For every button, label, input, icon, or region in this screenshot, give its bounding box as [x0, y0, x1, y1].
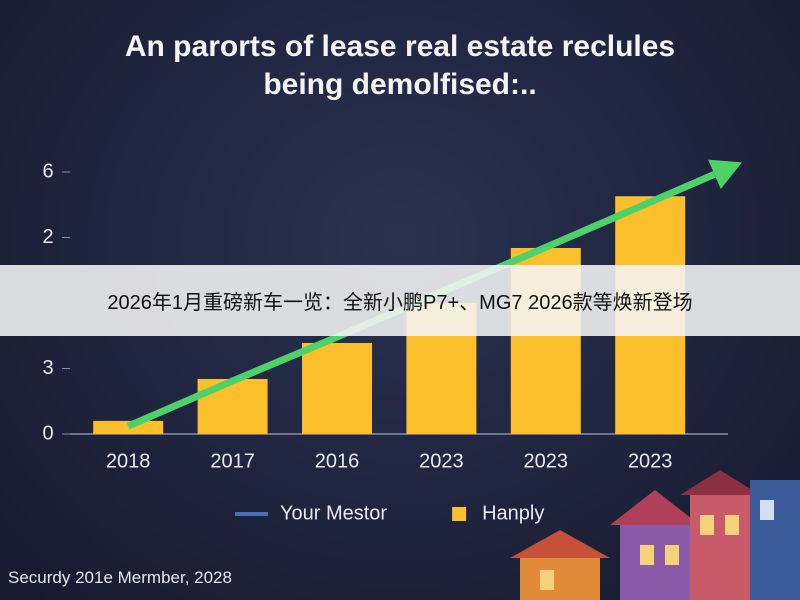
legend-swatch: [452, 507, 467, 521]
legend-label: Your Mestor: [280, 502, 387, 524]
x-tick-label: 2016: [315, 450, 360, 472]
chart-title: An parorts of lease real estate reclules…: [124, 30, 676, 101]
trend-arrow-head: [708, 159, 742, 190]
y-tick-label: 2: [42, 226, 53, 248]
x-tick-label: 2018: [106, 450, 151, 472]
y-tick-label: 0: [42, 422, 53, 444]
houses: [510, 470, 800, 600]
x-tick-label: 2023: [419, 450, 464, 472]
legend-label: Hanply: [482, 502, 544, 524]
y-tick-label: 3: [42, 357, 53, 379]
y-tick-label: 6: [42, 160, 53, 182]
footer: Securdy 201e Mermber, 2028: [8, 568, 232, 587]
bar: [302, 342, 372, 434]
bar: [197, 378, 268, 434]
trend-arrow-shaft: [648, 171, 716, 206]
x-tick-label: 2023: [524, 450, 569, 472]
x-tick-label: 2017: [210, 450, 255, 472]
bar: [93, 420, 164, 434]
x-tick-label: 2023: [628, 450, 673, 472]
overlay-banner: 2026年1月重磅新车一览：全新小鹏P7+、MG7 2026款等焕新登场: [0, 265, 800, 336]
